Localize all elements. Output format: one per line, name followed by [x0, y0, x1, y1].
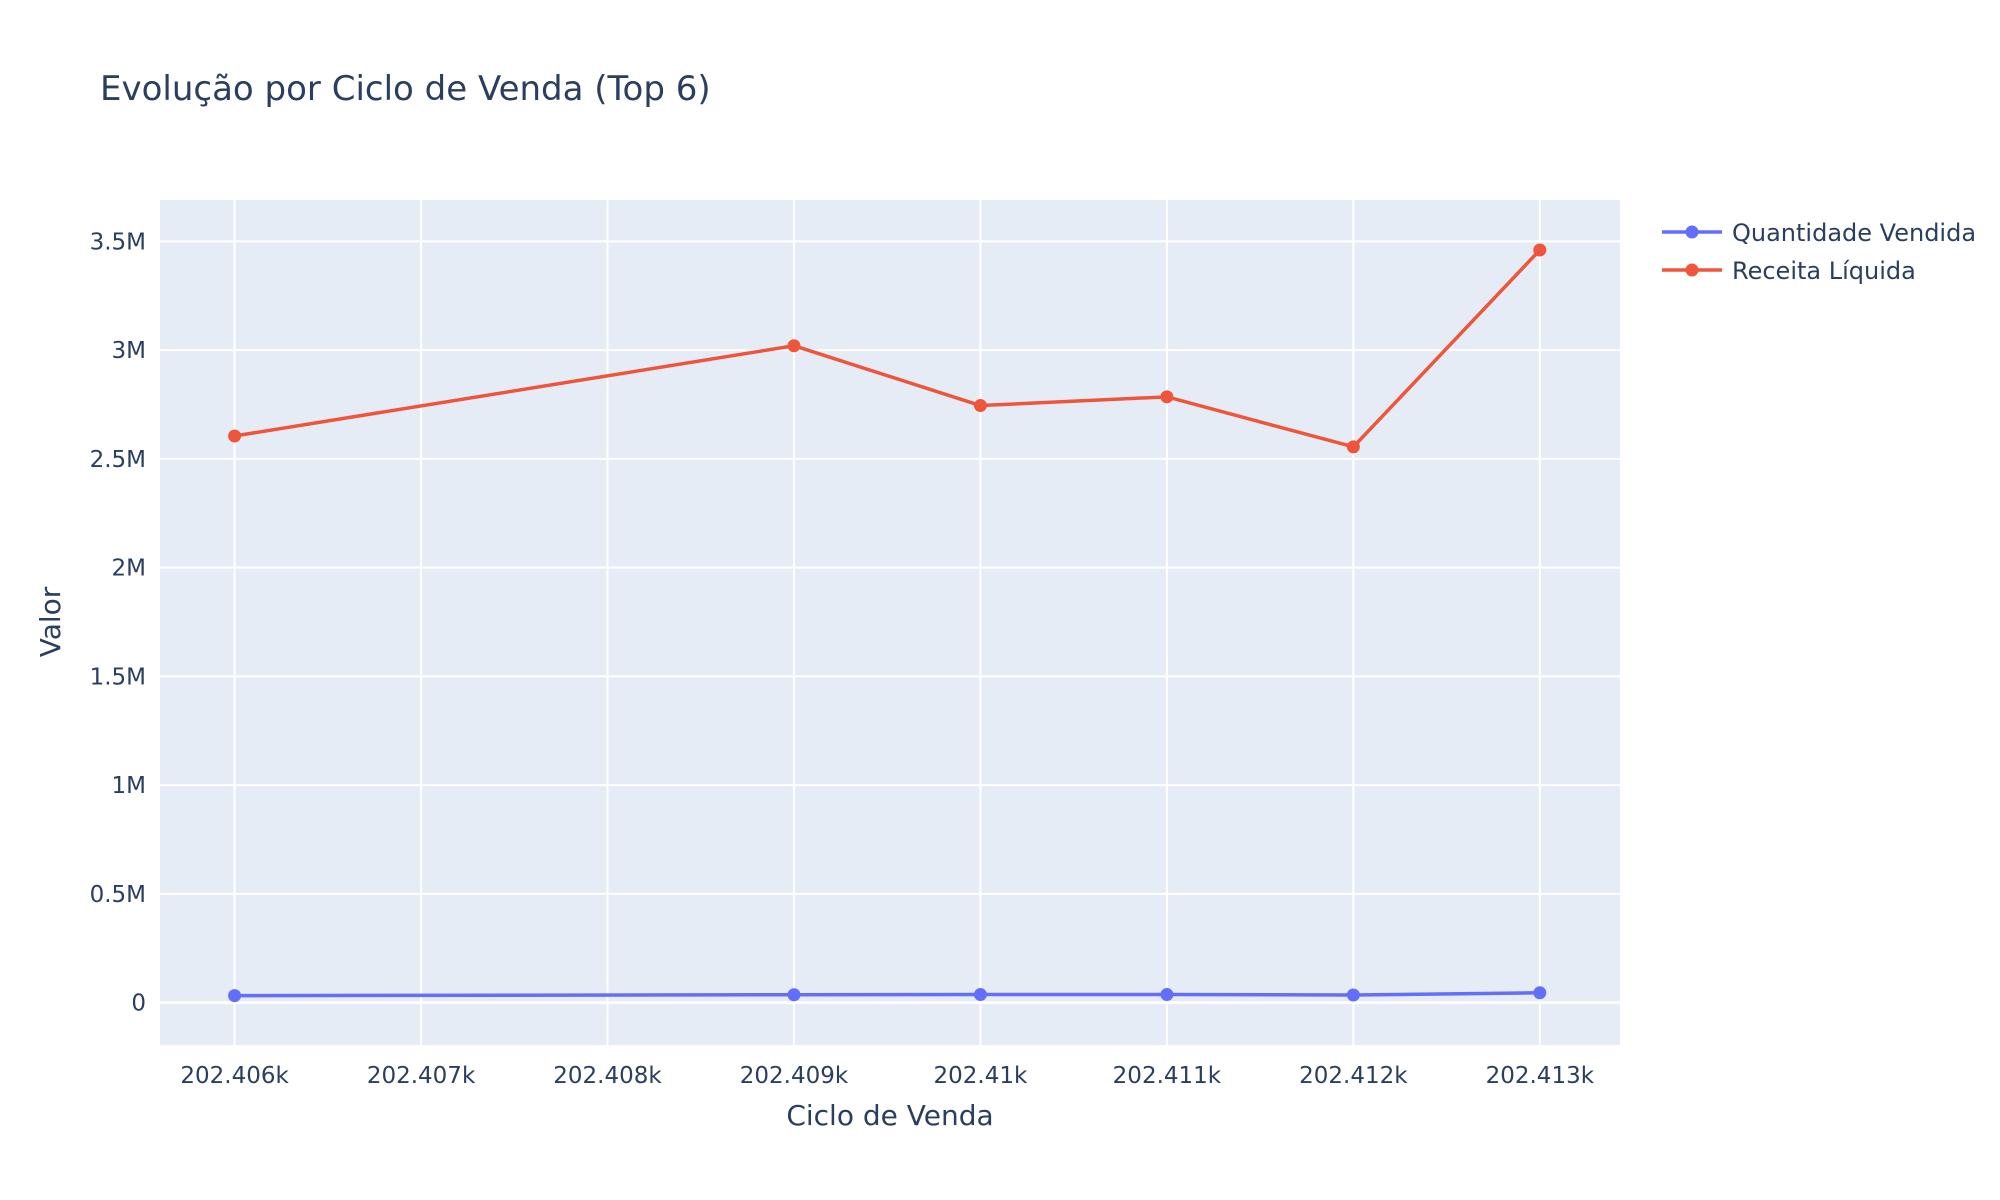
x-tick-label: 202.411k [1113, 1063, 1222, 1089]
plot-area [160, 200, 1620, 1045]
x-tick-label: 202.409k [740, 1063, 849, 1089]
data-point[interactable] [1347, 440, 1360, 453]
data-point[interactable] [787, 988, 800, 1001]
legend: Quantidade Vendida Receita Líquida [1662, 219, 1976, 285]
x-tick-label: 202.41k [934, 1063, 1028, 1089]
y-axis-ticks: 0 0.5M 1M 1.5M 2M 2.5M 3M 3.5M [90, 229, 146, 1016]
y-tick-label: 2.5M [90, 447, 146, 473]
x-tick-label: 202.406k [180, 1063, 289, 1089]
legend-item[interactable]: Quantidade Vendida [1662, 219, 1976, 247]
legend-marker [1686, 264, 1699, 277]
x-axis-ticks: 202.406k 202.407k 202.408k 202.409k 202.41k 2… [180, 1063, 1594, 1089]
x-axis-title: Ciclo de Venda [786, 1099, 993, 1132]
y-tick-label: 0.5M [90, 882, 146, 908]
y-tick-label: 2M [112, 556, 146, 582]
y-tick-label: 3.5M [90, 229, 146, 255]
data-point[interactable] [974, 399, 987, 412]
data-point[interactable] [228, 429, 241, 442]
x-tick-label: 202.407k [367, 1063, 476, 1089]
legend-item[interactable]: Receita Líquida [1662, 257, 1916, 285]
x-tick-label: 202.408k [553, 1063, 662, 1089]
data-point[interactable] [787, 339, 800, 352]
data-point[interactable] [974, 988, 987, 1001]
chart-title: Evolução por Ciclo de Venda (Top 6) [100, 69, 711, 109]
data-point[interactable] [1160, 390, 1173, 403]
x-tick-label: 202.412k [1299, 1063, 1408, 1089]
y-axis-title: Valor [34, 586, 67, 657]
y-tick-label: 1M [112, 773, 146, 799]
data-point[interactable] [1347, 988, 1360, 1001]
y-tick-label: 1.5M [90, 664, 146, 690]
legend-marker [1686, 226, 1699, 239]
data-point[interactable] [1160, 988, 1173, 1001]
x-tick-label: 202.413k [1486, 1063, 1595, 1089]
legend-label: Quantidade Vendida [1732, 219, 1976, 247]
legend-label: Receita Líquida [1732, 257, 1916, 285]
data-point[interactable] [228, 989, 241, 1002]
y-tick-label: 0 [131, 991, 146, 1017]
data-point[interactable] [1533, 986, 1546, 999]
y-tick-label: 3M [112, 338, 146, 364]
data-point[interactable] [1533, 244, 1546, 257]
